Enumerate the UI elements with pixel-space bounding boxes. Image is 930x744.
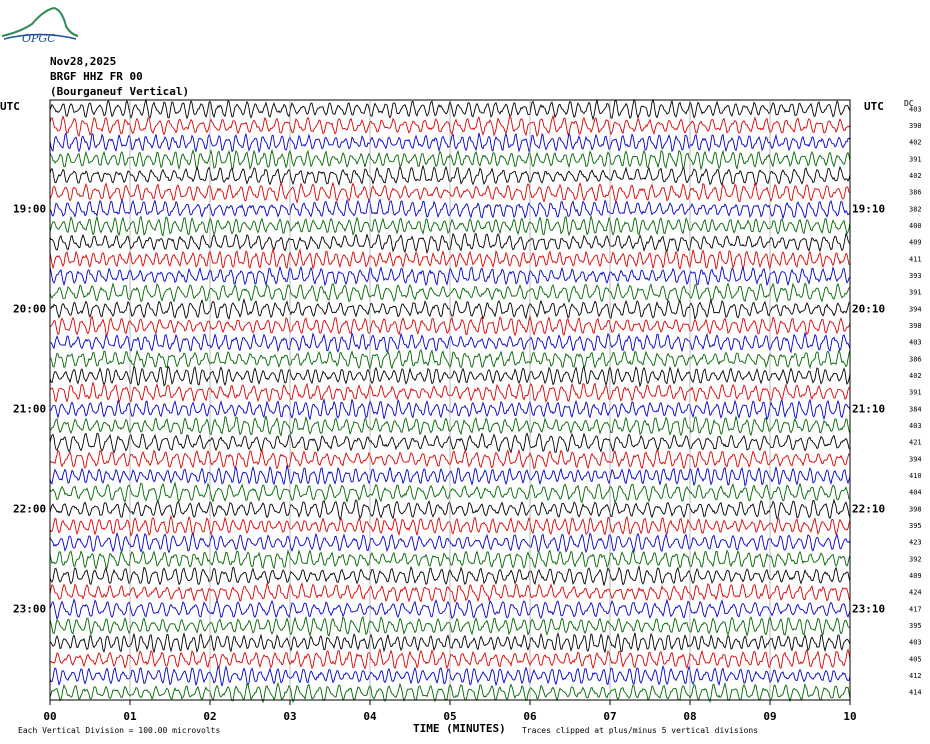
dc-offset-label: 398 bbox=[909, 322, 922, 330]
dc-offset-label: 423 bbox=[909, 539, 922, 547]
right-time-label: 23:10 bbox=[852, 602, 885, 615]
x-tick-label: 10 bbox=[843, 710, 856, 723]
dc-offset-label: 414 bbox=[909, 689, 922, 697]
opgc-logo: OPGC bbox=[0, 2, 80, 45]
dc-offset-label: 404 bbox=[909, 489, 922, 497]
dc-offset-label: 391 bbox=[909, 389, 922, 397]
dc-offset-label: 398 bbox=[909, 505, 922, 513]
dc-offset-label: 403 bbox=[909, 639, 922, 647]
left-time-label: 21:00 bbox=[13, 402, 46, 415]
plot-axes: 403 390 402 391 402 386 382 400 409 411 393 391 394 3… bbox=[13, 99, 922, 723]
right-utc-label: UTC bbox=[864, 100, 884, 113]
dc-offset-label: 410 bbox=[909, 472, 922, 480]
dc-label: DC bbox=[904, 99, 914, 108]
dc-offset-label: 391 bbox=[909, 155, 922, 163]
x-tick-label: 08 bbox=[683, 710, 696, 723]
dc-offset-label: 402 bbox=[909, 172, 922, 180]
clip-note: Traces clipped at plus/minus 5 vertical … bbox=[522, 726, 759, 735]
dc-offset-label: 409 bbox=[909, 239, 922, 247]
dc-offset-label: 405 bbox=[909, 655, 922, 663]
dc-offset-label: 400 bbox=[909, 222, 922, 230]
x-tick-label: 09 bbox=[763, 710, 776, 723]
dc-offset-label: 390 bbox=[909, 122, 922, 130]
dc-offset-label: 394 bbox=[909, 455, 922, 463]
dc-offset-label: 424 bbox=[909, 589, 922, 597]
station-location: (Bourganeuf Vertical) bbox=[50, 85, 190, 98]
dc-offset-label: 395 bbox=[909, 522, 922, 530]
ovpf-volcano-logo-icon: OPGC bbox=[1, 6, 79, 45]
dc-offset-label: 382 bbox=[909, 205, 922, 213]
dc-offset-label: 391 bbox=[909, 289, 922, 297]
x-tick-label: 00 bbox=[43, 710, 56, 723]
plot-date: Nov28,2025 bbox=[50, 55, 117, 68]
dc-offset-label: 411 bbox=[909, 255, 922, 263]
x-tick-label: 05 bbox=[443, 710, 456, 723]
x-tick-label: 07 bbox=[603, 710, 616, 723]
x-tick-label: 01 bbox=[123, 710, 137, 723]
dc-offset-label: 394 bbox=[909, 305, 922, 313]
scale-note: Each Vertical Division = 100.00 microvol… bbox=[18, 726, 221, 735]
left-time-label: 22:00 bbox=[13, 502, 46, 515]
dc-offset-label: 392 bbox=[909, 555, 922, 563]
dc-offset-label: 417 bbox=[909, 605, 922, 613]
dc-offset-label: 409 bbox=[909, 572, 922, 580]
left-time-label: 23:00 bbox=[13, 602, 46, 615]
right-time-label: 20:10 bbox=[852, 302, 885, 315]
left-time-label: 20:00 bbox=[13, 302, 46, 315]
left-utc-label: UTC bbox=[0, 100, 20, 113]
x-tick-label: 02 bbox=[203, 710, 216, 723]
dc-offset-label: 384 bbox=[909, 405, 922, 413]
dc-offset-label: 402 bbox=[909, 372, 922, 380]
dc-offset-label: 395 bbox=[909, 622, 922, 630]
x-tick-label: 03 bbox=[283, 710, 296, 723]
x-tick-label: 04 bbox=[363, 710, 377, 723]
dc-offset-label: 412 bbox=[909, 672, 922, 680]
x-axis-title: TIME (MINUTES) bbox=[413, 722, 506, 735]
dc-offset-label: 421 bbox=[909, 439, 922, 447]
right-time-label: 21:10 bbox=[852, 402, 885, 415]
dc-offset-label: 403 bbox=[909, 105, 922, 113]
dc-offset-label: 403 bbox=[909, 339, 922, 347]
right-time-label: 19:10 bbox=[852, 202, 885, 215]
logo-text: OPGC bbox=[22, 32, 56, 44]
dc-offset-label: 402 bbox=[909, 139, 922, 147]
x-tick-label: 06 bbox=[523, 710, 537, 723]
left-time-label: 19:00 bbox=[13, 202, 46, 215]
dc-offset-label: 403 bbox=[909, 422, 922, 430]
dc-offset-label: 393 bbox=[909, 272, 922, 280]
dc-offset-label: 386 bbox=[909, 189, 922, 197]
right-time-label: 22:10 bbox=[852, 502, 885, 515]
station-code: BRGF HHZ FR 00 bbox=[50, 70, 143, 83]
dc-offset-label: 386 bbox=[909, 355, 922, 363]
